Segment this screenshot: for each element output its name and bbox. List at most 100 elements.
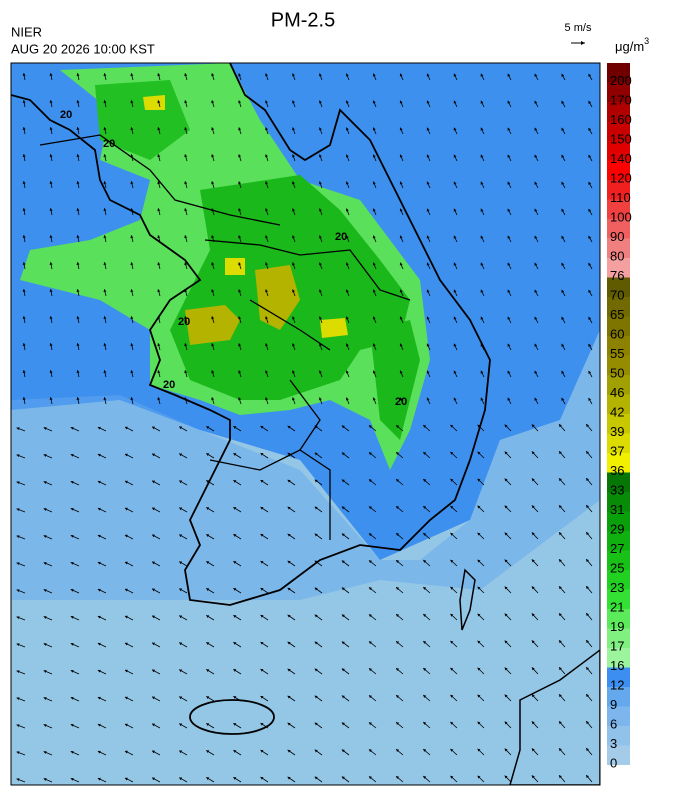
wind-arrowhead xyxy=(588,100,592,104)
wind-arrowhead xyxy=(97,642,101,646)
wind-scale-arrowhead xyxy=(581,41,585,45)
wind-arrowhead xyxy=(287,695,291,699)
wind-arrowhead xyxy=(368,749,372,753)
wind-arrowhead xyxy=(260,777,264,780)
wind-arrowhead xyxy=(345,73,349,77)
wind-arrowhead xyxy=(265,343,269,347)
wind-arrowhead xyxy=(561,262,565,266)
colorbar-label: 55 xyxy=(610,346,624,361)
wind-arrowhead xyxy=(287,749,291,753)
wind-arrowhead xyxy=(103,289,107,293)
colorbar-label: 6 xyxy=(610,716,617,731)
wind-arrowhead xyxy=(287,533,291,537)
wind-arrowhead xyxy=(130,262,134,266)
wind-arrowhead xyxy=(152,750,156,754)
wind-arrowhead xyxy=(76,73,80,77)
wind-arrowhead xyxy=(97,615,101,619)
wind-arrowhead xyxy=(152,534,156,538)
wind-arrowhead xyxy=(341,614,345,618)
wind-arrowhead xyxy=(265,397,269,401)
wind-arrowhead xyxy=(211,154,215,158)
wind-arrowhead xyxy=(22,289,26,292)
wind-arrowhead xyxy=(260,588,264,591)
island-east xyxy=(459,568,476,631)
wind-arrowhead xyxy=(345,208,349,212)
wind-arrowhead xyxy=(70,750,74,754)
wind-arrowhead xyxy=(211,181,215,185)
colorbar-segment xyxy=(607,687,630,707)
wind-arrowhead xyxy=(124,615,128,619)
wind-arrowhead xyxy=(233,588,237,591)
colorbar-segment xyxy=(607,63,630,83)
contour-label: 20 xyxy=(103,138,115,150)
wind-arrowhead xyxy=(76,127,80,131)
colorbar-segment xyxy=(607,160,630,180)
colorbar-segment xyxy=(607,472,630,492)
wind-arrowhead xyxy=(559,586,562,590)
wind-arrowhead xyxy=(345,181,349,185)
wind-arrowhead xyxy=(559,694,562,698)
wind-arrowhead xyxy=(345,262,349,266)
wind-arrowhead xyxy=(477,559,481,563)
colorbar-label: 3 xyxy=(610,736,617,751)
wind-arrowhead xyxy=(318,343,322,347)
wind-arrowhead xyxy=(124,426,128,430)
wind-arrowhead xyxy=(504,721,508,725)
hotspot-1 xyxy=(255,265,300,330)
wind-arrowhead xyxy=(399,343,403,347)
wind-arrowhead xyxy=(211,127,215,131)
wind-arrowhead xyxy=(561,397,565,401)
wind-arrowhead xyxy=(124,696,128,700)
wind-arrowhead xyxy=(588,181,592,185)
wind-arrowhead xyxy=(179,669,183,673)
wind-arrowhead xyxy=(16,643,20,647)
wind-arrowhead xyxy=(423,587,427,590)
wind-arrowhead xyxy=(423,641,427,644)
wind-arrowhead xyxy=(531,451,535,455)
colorbar-segment xyxy=(607,531,630,551)
wind-arrowhead xyxy=(453,73,457,77)
contour-label: 20 xyxy=(178,316,190,328)
wind-arrowhead xyxy=(287,425,291,429)
wind-arrowhead xyxy=(426,370,430,374)
wind-arrowhead xyxy=(103,262,107,266)
wind-arrowhead xyxy=(103,370,107,374)
wind-arrowhead xyxy=(531,667,535,671)
wind-arrowhead xyxy=(480,343,484,347)
wind-arrowhead xyxy=(16,616,20,620)
wind-arrowhead xyxy=(211,73,215,77)
wind-arrowhead xyxy=(450,640,454,644)
wind-arrowhead xyxy=(16,562,20,566)
wind-arrowhead xyxy=(206,615,210,619)
wind-arrowhead xyxy=(260,696,264,699)
wind-arrowhead xyxy=(238,343,242,347)
colorbar-segment xyxy=(607,648,630,668)
colorbar-segment xyxy=(607,258,630,278)
wind-arrowhead xyxy=(480,370,484,374)
wind-arrowhead xyxy=(238,370,242,374)
wind-arrowhead xyxy=(426,73,430,77)
wind-arrowhead xyxy=(368,668,372,672)
wind-scale: 5 m/s xyxy=(565,22,592,34)
wind-arrowhead xyxy=(559,775,562,779)
wind-arrowhead xyxy=(477,721,481,725)
wind-arrowhead xyxy=(318,289,322,293)
wind-arrowhead xyxy=(211,343,215,347)
wind-arrowhead xyxy=(233,480,237,483)
wind-arrowhead xyxy=(292,127,295,131)
wind-arrowhead xyxy=(97,696,101,700)
wind-arrowhead xyxy=(287,560,291,564)
wind-arrowhead xyxy=(157,343,161,347)
title: PM-2.5 xyxy=(271,9,335,31)
wind-arrowhead xyxy=(206,453,210,457)
colorbar-label: 140 xyxy=(610,151,632,166)
colorbar-label: 31 xyxy=(610,502,624,517)
colorbar-segment xyxy=(607,141,630,161)
wind-arrowhead xyxy=(206,669,210,673)
wind-arrowhead xyxy=(130,289,134,293)
wind-arrowhead xyxy=(287,614,291,618)
wind-arrowhead xyxy=(588,127,592,131)
wind-arrowhead xyxy=(477,451,481,455)
wind-arrowhead xyxy=(588,316,592,320)
wind-arrowhead xyxy=(531,640,535,644)
